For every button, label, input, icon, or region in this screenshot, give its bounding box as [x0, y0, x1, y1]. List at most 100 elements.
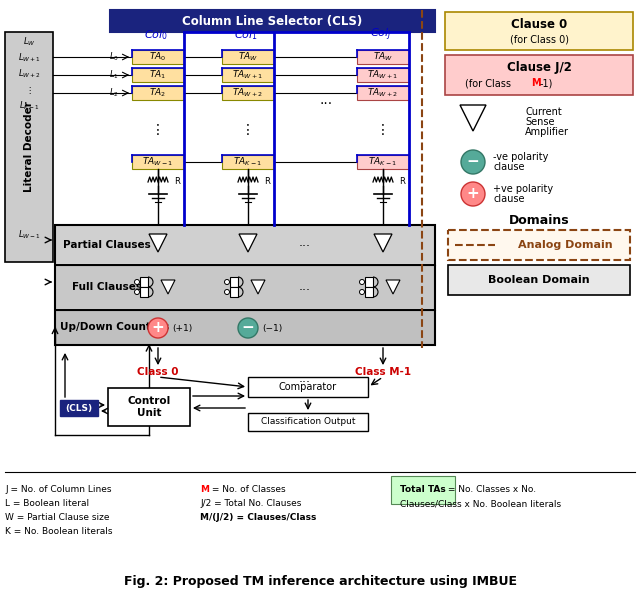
- FancyBboxPatch shape: [365, 287, 373, 297]
- Text: +: +: [152, 320, 164, 336]
- Text: J/2 = Total No. Clauses: J/2 = Total No. Clauses: [200, 500, 301, 508]
- Text: ...: ...: [299, 237, 311, 249]
- Text: R: R: [174, 176, 180, 185]
- FancyBboxPatch shape: [132, 155, 184, 169]
- FancyBboxPatch shape: [230, 277, 238, 287]
- Text: L = Boolean literal: L = Boolean literal: [5, 500, 89, 508]
- Text: Up/Down Counters: Up/Down Counters: [60, 322, 170, 333]
- FancyBboxPatch shape: [222, 50, 274, 64]
- Polygon shape: [161, 280, 175, 294]
- Text: ⋮: ⋮: [25, 86, 33, 94]
- Text: $TA_W$: $TA_W$: [373, 50, 393, 63]
- FancyBboxPatch shape: [55, 225, 435, 265]
- FancyBboxPatch shape: [448, 265, 630, 295]
- FancyBboxPatch shape: [55, 265, 435, 310]
- FancyBboxPatch shape: [357, 155, 409, 169]
- FancyBboxPatch shape: [222, 86, 274, 100]
- Text: (+1): (+1): [172, 323, 192, 333]
- Text: Class 0: Class 0: [137, 367, 179, 377]
- Text: M: M: [531, 78, 541, 88]
- Text: Total TAs: Total TAs: [400, 486, 445, 494]
- Text: Fig. 2: Proposed TM inference architecture using IMBUE: Fig. 2: Proposed TM inference architectu…: [124, 576, 516, 589]
- FancyBboxPatch shape: [222, 68, 274, 82]
- Text: $TA_{K-1}$: $TA_{K-1}$: [369, 156, 397, 168]
- Text: Partial Clauses: Partial Clauses: [63, 240, 151, 250]
- Circle shape: [461, 150, 485, 174]
- Text: $TA_{W+2}$: $TA_{W+2}$: [232, 87, 264, 99]
- Text: $L_{W+2}$: $L_{W+2}$: [17, 67, 40, 80]
- Text: $L_2$: $L_2$: [109, 87, 119, 99]
- Text: $L_{W+1}$: $L_{W+1}$: [18, 52, 40, 64]
- FancyBboxPatch shape: [132, 86, 184, 100]
- Text: Classification Output: Classification Output: [260, 418, 355, 426]
- FancyBboxPatch shape: [5, 32, 53, 262]
- Text: Clauses/Class x No. Boolean literals: Clauses/Class x No. Boolean literals: [400, 500, 561, 508]
- Text: M: M: [200, 486, 209, 494]
- Circle shape: [148, 318, 168, 338]
- Text: $TA_{W-1}$: $TA_{W-1}$: [143, 156, 173, 168]
- Text: −: −: [242, 320, 254, 336]
- Polygon shape: [251, 280, 265, 294]
- Circle shape: [225, 280, 230, 285]
- FancyBboxPatch shape: [140, 287, 148, 297]
- Text: clause: clause: [493, 194, 525, 204]
- Text: Current: Current: [525, 107, 562, 117]
- Text: $TA_2$: $TA_2$: [150, 87, 166, 99]
- Text: Sense: Sense: [525, 117, 554, 127]
- Text: $L_{K-1}$: $L_{K-1}$: [19, 100, 40, 112]
- Text: (for Class 0): (for Class 0): [509, 35, 568, 45]
- Polygon shape: [386, 280, 400, 294]
- Text: ⋮: ⋮: [151, 123, 165, 137]
- Text: Control
Unit: Control Unit: [127, 396, 171, 418]
- Text: K = No. Boolean literals: K = No. Boolean literals: [5, 528, 113, 536]
- Text: clause: clause: [493, 162, 525, 172]
- Text: Column Line Selector (CLS): Column Line Selector (CLS): [182, 15, 363, 27]
- Text: Full Clauses: Full Clauses: [72, 283, 142, 292]
- Text: $Col_0$: $Col_0$: [144, 28, 168, 42]
- Polygon shape: [374, 234, 392, 252]
- Text: -ve polarity: -ve polarity: [493, 152, 548, 162]
- Text: Comparator: Comparator: [279, 382, 337, 392]
- Text: (−1): (−1): [262, 323, 282, 333]
- Text: Clause 0: Clause 0: [511, 18, 567, 32]
- Text: Clause J/2: Clause J/2: [507, 61, 572, 75]
- FancyBboxPatch shape: [110, 10, 435, 32]
- Text: $L_{W-1}$: $L_{W-1}$: [18, 229, 40, 241]
- Text: $TA_0$: $TA_0$: [149, 50, 166, 63]
- FancyBboxPatch shape: [357, 86, 409, 100]
- Text: $Col_1$: $Col_1$: [234, 28, 258, 42]
- Text: ...: ...: [299, 280, 311, 294]
- FancyBboxPatch shape: [445, 55, 633, 95]
- Text: ...: ...: [299, 371, 311, 384]
- Polygon shape: [149, 234, 167, 252]
- Text: $TA_{W+1}$: $TA_{W+1}$: [232, 69, 264, 81]
- FancyBboxPatch shape: [365, 277, 373, 287]
- Text: −: −: [467, 154, 479, 170]
- Text: = No. Classes x No.: = No. Classes x No.: [445, 486, 536, 494]
- Text: $TA_{K-1}$: $TA_{K-1}$: [234, 156, 262, 168]
- Text: +ve polarity: +ve polarity: [493, 184, 553, 194]
- Polygon shape: [239, 234, 257, 252]
- Text: R: R: [264, 176, 270, 185]
- Circle shape: [225, 289, 230, 294]
- Text: ⋮: ⋮: [376, 123, 390, 137]
- Text: $Col_J$: $Col_J$: [370, 27, 392, 43]
- Text: (for Class: (for Class: [465, 78, 514, 88]
- Text: +: +: [467, 187, 479, 201]
- Text: J = No. of Column Lines: J = No. of Column Lines: [5, 486, 111, 494]
- Circle shape: [360, 280, 365, 285]
- Circle shape: [134, 280, 140, 285]
- Text: Domains: Domains: [509, 213, 570, 227]
- Circle shape: [360, 289, 365, 294]
- Text: M/(J/2) = Clauses/Class: M/(J/2) = Clauses/Class: [200, 514, 316, 522]
- Text: Amplifier: Amplifier: [525, 127, 569, 137]
- FancyBboxPatch shape: [448, 230, 630, 260]
- FancyBboxPatch shape: [140, 277, 148, 287]
- Circle shape: [461, 182, 485, 206]
- FancyBboxPatch shape: [248, 377, 368, 397]
- Text: $TA_{W+2}$: $TA_{W+2}$: [367, 87, 399, 99]
- Text: $TA_{W+1}$: $TA_{W+1}$: [367, 69, 399, 81]
- FancyBboxPatch shape: [132, 68, 184, 82]
- Text: (CLS): (CLS): [65, 404, 93, 412]
- Text: Analog Domain: Analog Domain: [518, 240, 612, 250]
